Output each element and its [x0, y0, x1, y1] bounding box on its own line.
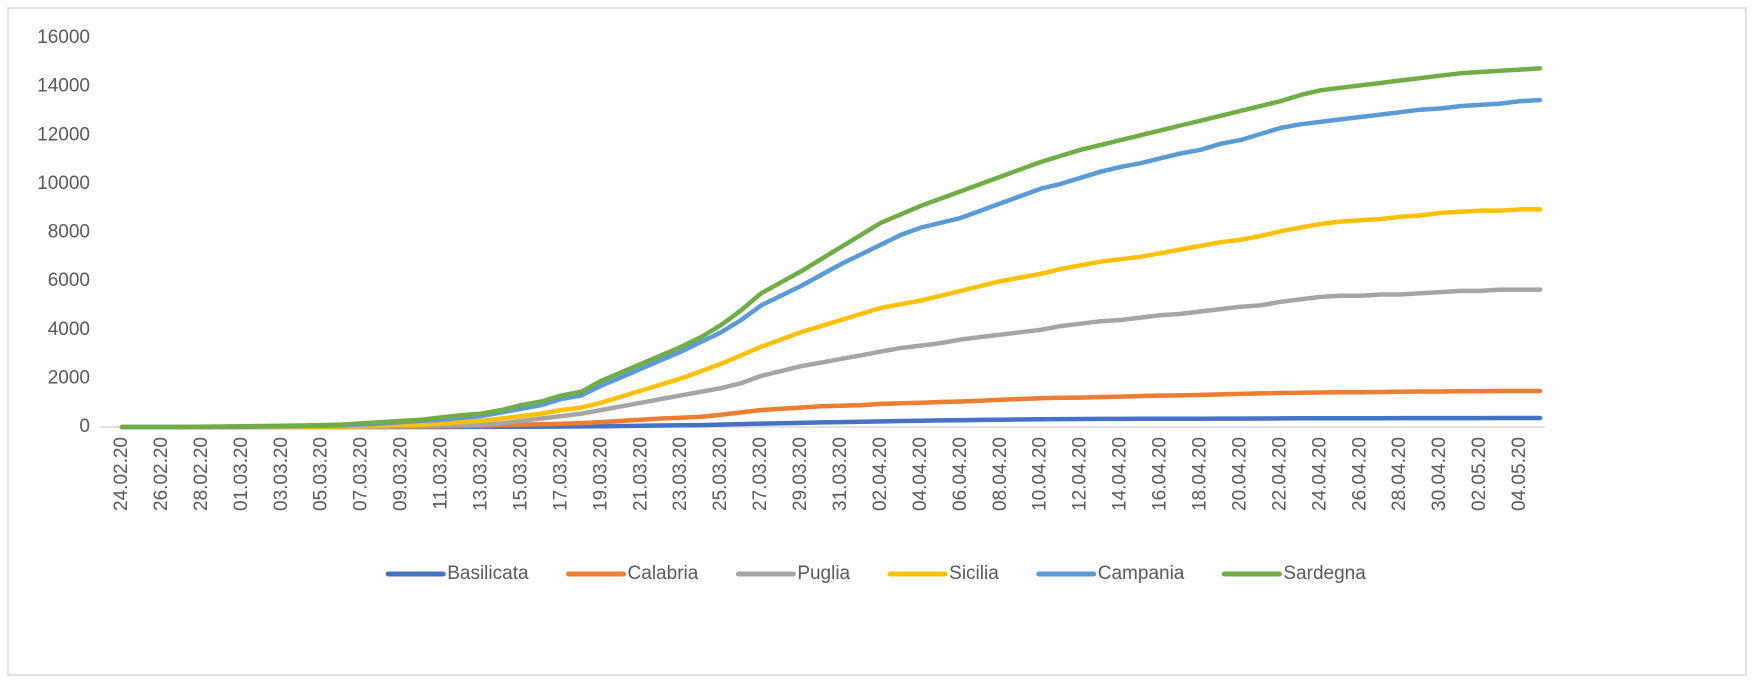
y-tick-label: 14000: [37, 76, 90, 97]
x-tick-label: 04.05.20: [1509, 437, 1530, 511]
legend-label: Puglia: [797, 563, 850, 584]
x-tick-label: 26.04.20: [1349, 437, 1370, 511]
x-tick-label: 26.02.20: [151, 437, 172, 511]
x-tick-label: 14.04.20: [1110, 437, 1131, 511]
chart-border: [7, 7, 1747, 676]
x-tick-label: 29.03.20: [790, 437, 811, 511]
legend-label: Sicilia: [949, 563, 999, 584]
y-tick-label: 16000: [37, 27, 90, 48]
x-tick-label: 03.03.20: [271, 437, 292, 511]
x-tick-label: 15.03.20: [510, 437, 531, 511]
x-tick-label: 21.03.20: [630, 437, 651, 511]
legend-label: Campania: [1098, 563, 1185, 584]
legend-item: Sicilia: [887, 563, 999, 584]
x-tick-label: 09.03.20: [391, 437, 412, 511]
x-tick-label: 05.03.20: [311, 437, 332, 511]
y-tick-label: 2000: [48, 367, 90, 388]
x-tick-label: 02.04.20: [870, 437, 891, 511]
x-tick-label: 01.03.20: [231, 437, 252, 511]
x-tick-label: 24.04.20: [1309, 437, 1330, 511]
legend-label: Basilicata: [447, 563, 529, 584]
x-tick-label: 19.03.20: [590, 437, 611, 511]
x-tick-label: 25.03.20: [710, 437, 731, 511]
y-tick-label: 6000: [48, 270, 90, 291]
x-tick-label: 10.04.20: [1030, 437, 1051, 511]
x-tick-label: 04.04.20: [910, 437, 931, 511]
y-tick-label: 4000: [48, 319, 90, 340]
legend-item: Sardegna: [1221, 563, 1366, 584]
x-tick-label: 23.03.20: [670, 437, 691, 511]
x-tick-label: 06.04.20: [950, 437, 971, 511]
x-tick-label: 30.04.20: [1429, 437, 1450, 511]
x-tick-label: 11.03.20: [431, 437, 452, 510]
y-tick-label: 0: [79, 416, 90, 437]
legend-item: Basilicata: [385, 563, 529, 584]
x-tick-label: 18.04.20: [1189, 437, 1210, 511]
x-tick-label: 24.02.20: [111, 437, 132, 511]
x-tick-label: 02.05.20: [1469, 437, 1490, 511]
x-tick-label: 12.04.20: [1070, 437, 1091, 511]
y-tick-label: 8000: [48, 222, 90, 243]
legend-label: Calabria: [628, 563, 699, 584]
legend-label: Sardegna: [1283, 563, 1366, 584]
x-tick-label: 16.04.20: [1150, 437, 1171, 511]
x-tick-label: 22.04.20: [1269, 437, 1290, 511]
x-tick-label: 08.04.20: [990, 437, 1011, 511]
y-tick-label: 12000: [37, 124, 90, 145]
x-tick-label: 17.03.20: [550, 437, 571, 511]
legend-item: Calabria: [566, 563, 699, 584]
legend-item: Puglia: [735, 563, 851, 584]
x-tick-label: 28.04.20: [1389, 437, 1410, 511]
x-tick-label: 20.04.20: [1229, 437, 1250, 511]
series-line: [119, 66, 1543, 430]
x-tick-label: 31.03.20: [830, 437, 851, 511]
x-tick-label: 07.03.20: [351, 437, 372, 511]
x-tick-label: 13.03.20: [471, 437, 492, 511]
y-tick-label: 10000: [37, 173, 90, 194]
legend-item: Campania: [1036, 563, 1185, 584]
x-tick-label: 27.03.20: [750, 437, 771, 511]
x-tick-label: 28.02.20: [191, 437, 212, 511]
